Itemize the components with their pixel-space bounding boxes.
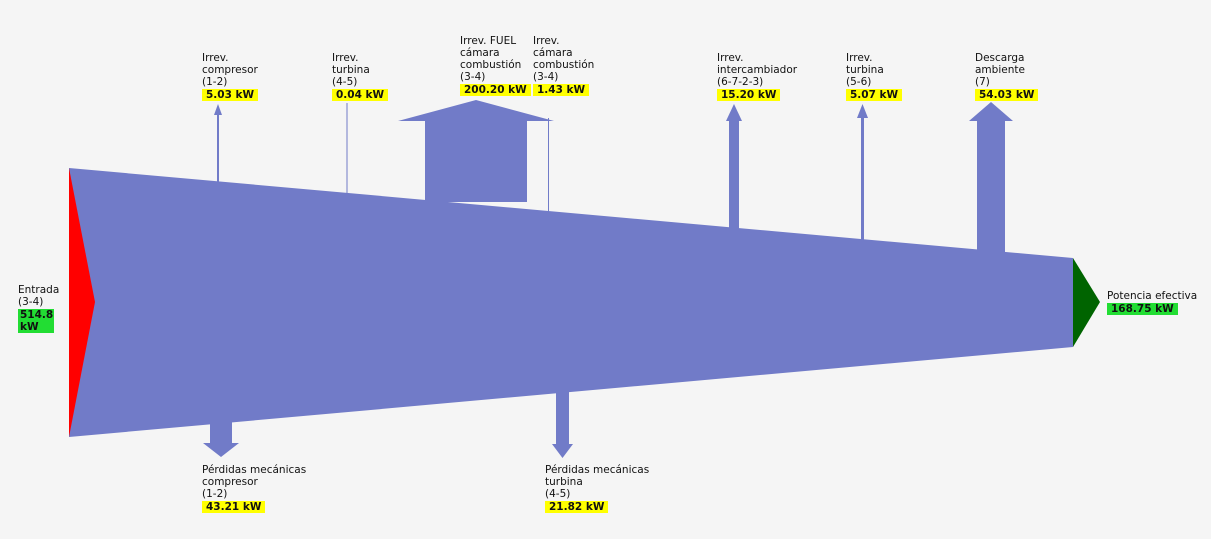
input-label: Entrada (3-4) 514.8 kW xyxy=(18,284,60,333)
label-line: (3-4) xyxy=(533,71,559,83)
label-line: Irrev. FUEL xyxy=(460,35,517,47)
label-line: (1-2) xyxy=(202,76,228,88)
value-badge: 54.03 kW xyxy=(975,89,1039,101)
value-badge: 43.21 kW xyxy=(202,501,266,513)
label-line: compresor xyxy=(202,64,258,76)
label-irrev-turbina-45: Irrev. turbina (4-5) 0.04 kW xyxy=(332,52,389,101)
main-flow-band xyxy=(69,168,1073,437)
output-arrow xyxy=(1073,258,1100,347)
input-value: 514.8 kW xyxy=(18,309,54,333)
flow-perdidas-turbina xyxy=(552,385,573,458)
label-line: Irrev. xyxy=(202,52,229,64)
flow-irrev-turbina-56 xyxy=(857,104,868,241)
value-badge: 200.20 kW xyxy=(460,84,531,96)
label-line: combustión xyxy=(533,59,595,71)
label-descarga-ambiente: Descarga ambiente (7) 54.03 kW xyxy=(975,52,1039,101)
label-line: turbina xyxy=(545,476,583,488)
flow-irrev-turbina-45 xyxy=(346,103,348,193)
flow-irrev-fuel xyxy=(398,100,554,202)
label-line: turbina xyxy=(846,64,884,76)
label-perdidas-turbina: Pérdidas mecánicas turbina (4-5) 21.82 k… xyxy=(545,464,649,513)
flow-irrev-compresor xyxy=(214,104,222,185)
value-badge: 5.03 kW xyxy=(202,89,259,101)
value-badge: 1.43 kW xyxy=(533,84,590,96)
label-irrev-intercambiador: Irrev. intercambiador (6-7-2-3) 15.20 kW xyxy=(717,52,797,101)
label-line: (6-7-2-3) xyxy=(717,76,764,88)
label-irrev-camara: Irrev. cámara combustión (3-4) 1.43 kW xyxy=(533,35,594,96)
label-line: Irrev. xyxy=(533,35,560,47)
label-line: cámara xyxy=(460,47,500,59)
label-perdidas-compresor: Pérdidas mecánicas compresor (1-2) 43.21… xyxy=(202,464,306,513)
label-line: combustión xyxy=(460,59,522,71)
label-line: Irrev. xyxy=(717,52,744,64)
label-line: turbina xyxy=(332,64,370,76)
label-line: cámara xyxy=(533,47,573,59)
label-irrev-fuel: Irrev. FUEL cámara combustión (3-4) 200.… xyxy=(460,35,531,96)
input-label-line-1: Entrada xyxy=(18,284,60,296)
flow-descarga-ambiente xyxy=(969,102,1013,252)
label-line: (7) xyxy=(975,76,990,88)
label-line: Pérdidas mecánicas xyxy=(545,464,650,476)
output-label-line-1: Potencia efectiva xyxy=(1107,290,1198,302)
value-badge: 0.04 kW xyxy=(332,89,389,101)
label-irrev-turbina-56: Irrev. turbina (5-6) 5.07 kW xyxy=(846,52,903,101)
input-arrow xyxy=(69,168,95,437)
label-line: (5-6) xyxy=(846,76,872,88)
label-irrev-compresor: Irrev. compresor (1-2) 5.03 kW xyxy=(202,52,259,101)
flow-irrev-intercambiador xyxy=(726,104,742,230)
label-line: (4-5) xyxy=(545,488,571,500)
label-line: Irrev. xyxy=(846,52,873,64)
label-line: (1-2) xyxy=(202,488,228,500)
label-line: (4-5) xyxy=(332,76,358,88)
value-badge: 15.20 kW xyxy=(717,89,781,101)
output-label: Potencia efectiva 168.75 kW xyxy=(1107,290,1197,315)
flow-perdidas-compresor xyxy=(203,415,239,457)
label-line: Irrev. xyxy=(332,52,359,64)
label-line: (3-4) xyxy=(460,71,486,83)
input-label-line-2: (3-4) xyxy=(18,296,44,308)
output-value: 168.75 kW xyxy=(1107,303,1178,315)
label-line: Pérdidas mecánicas xyxy=(202,464,307,476)
value-badge: 21.82 kW xyxy=(545,501,609,513)
label-line: intercambiador xyxy=(717,64,798,76)
value-badge: 5.07 kW xyxy=(846,89,903,101)
label-line: ambiente xyxy=(975,64,1025,76)
flow-irrev-camara xyxy=(548,118,549,212)
label-line: Descarga xyxy=(975,52,1025,64)
label-line: compresor xyxy=(202,476,258,488)
